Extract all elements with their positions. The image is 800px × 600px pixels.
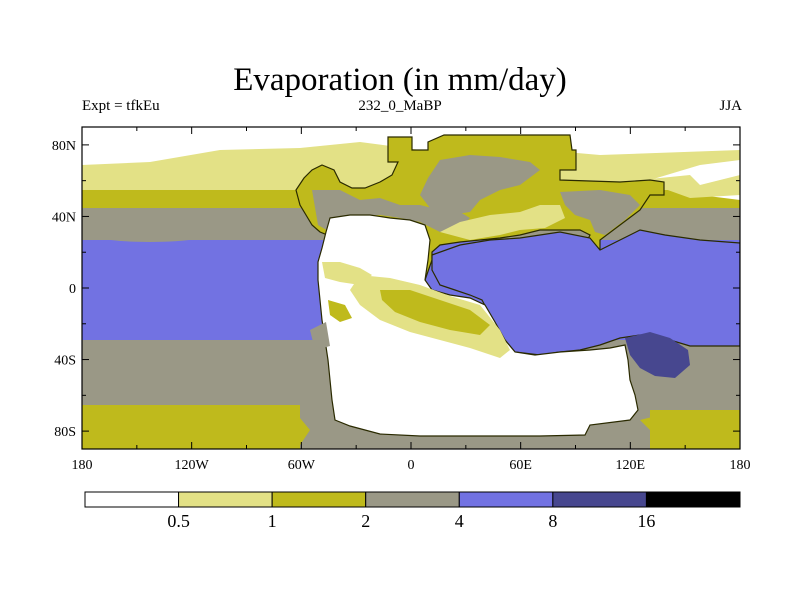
x-tick-label: 0: [408, 458, 415, 473]
x-tick-label: 120E: [616, 458, 646, 473]
colorbar-swatch: [552, 491, 647, 508]
laurasia-gray-interior: [420, 155, 540, 215]
colorbar-label: 0.5: [167, 511, 190, 531]
colorbar-label: 1: [268, 511, 277, 531]
experiment-label: Expt = tfkEu: [82, 98, 160, 114]
y-tick-label: 80S: [54, 425, 76, 440]
time-label: 232_0_MaBP: [358, 98, 442, 114]
colorbar-swatch: [365, 491, 460, 508]
colorbar-swatch: [178, 491, 273, 508]
x-tick-label: 180: [730, 458, 751, 473]
colorbar-label: 4: [455, 511, 464, 531]
south-olive-west: [82, 410, 310, 449]
season-label: JJA: [719, 98, 742, 114]
laurasia-gray-east: [560, 190, 640, 235]
dark-blue-patch: [625, 332, 690, 378]
y-tick-label: 80N: [52, 139, 76, 154]
map-field: [82, 127, 740, 449]
y-tick-label: 40S: [54, 354, 76, 369]
colorbar-swatch: [458, 491, 554, 508]
y-tick-label: 0: [69, 282, 76, 297]
colorbar-label: 16: [637, 511, 655, 531]
laurasia-light-patch: [440, 205, 565, 240]
west-coast-gray: [310, 322, 330, 350]
gondwana-north-white: [328, 220, 420, 272]
x-tick-label: 60E: [509, 458, 532, 473]
colorbar-label: 8: [548, 511, 557, 531]
south-olive-east: [640, 410, 740, 448]
x-tick-label: 180: [72, 458, 93, 473]
gondwana-light-west: [322, 262, 372, 285]
colorbar-label: 2: [361, 511, 370, 531]
colorbar-swatch: [84, 491, 180, 508]
gondwana-olive-west: [328, 300, 352, 322]
colorbar: 0.5 1 2 4 8 16: [84, 491, 741, 531]
laurasia-gray-west: [312, 190, 470, 232]
x-tick-label: 60W: [288, 458, 316, 473]
colorbar-swatch: [645, 491, 741, 508]
colorbar-swatch: [271, 491, 367, 508]
y-axis-ticks: 80N 40N 0 40S 80S: [52, 139, 740, 440]
north-gray-tongue-west: [82, 218, 220, 242]
plot-title: Evaporation (in mm/day): [233, 62, 567, 98]
y-tick-label: 40N: [52, 210, 76, 225]
north-light-east: [640, 175, 740, 198]
x-axis-ticks: 180 120W 60W 0 60E 120E 180: [72, 127, 751, 473]
x-tick-label: 120W: [175, 458, 210, 473]
gondwana-olive-band: [380, 290, 490, 335]
